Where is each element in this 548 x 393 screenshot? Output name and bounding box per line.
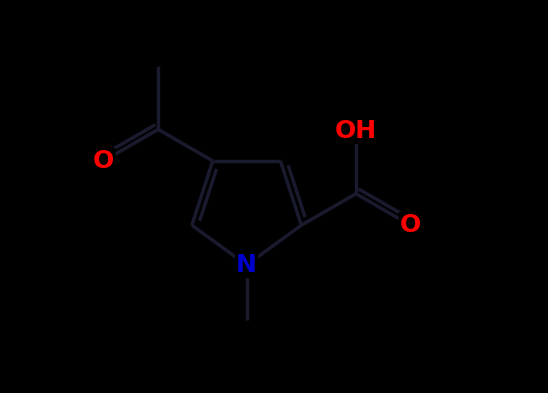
Text: N: N [236, 253, 257, 277]
Text: O: O [400, 213, 421, 237]
Text: O: O [93, 149, 114, 173]
Text: OH: OH [335, 119, 377, 143]
